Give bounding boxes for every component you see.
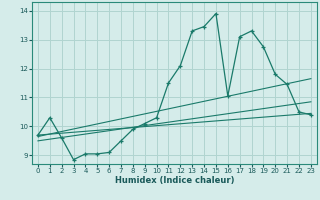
X-axis label: Humidex (Indice chaleur): Humidex (Indice chaleur) (115, 176, 234, 185)
